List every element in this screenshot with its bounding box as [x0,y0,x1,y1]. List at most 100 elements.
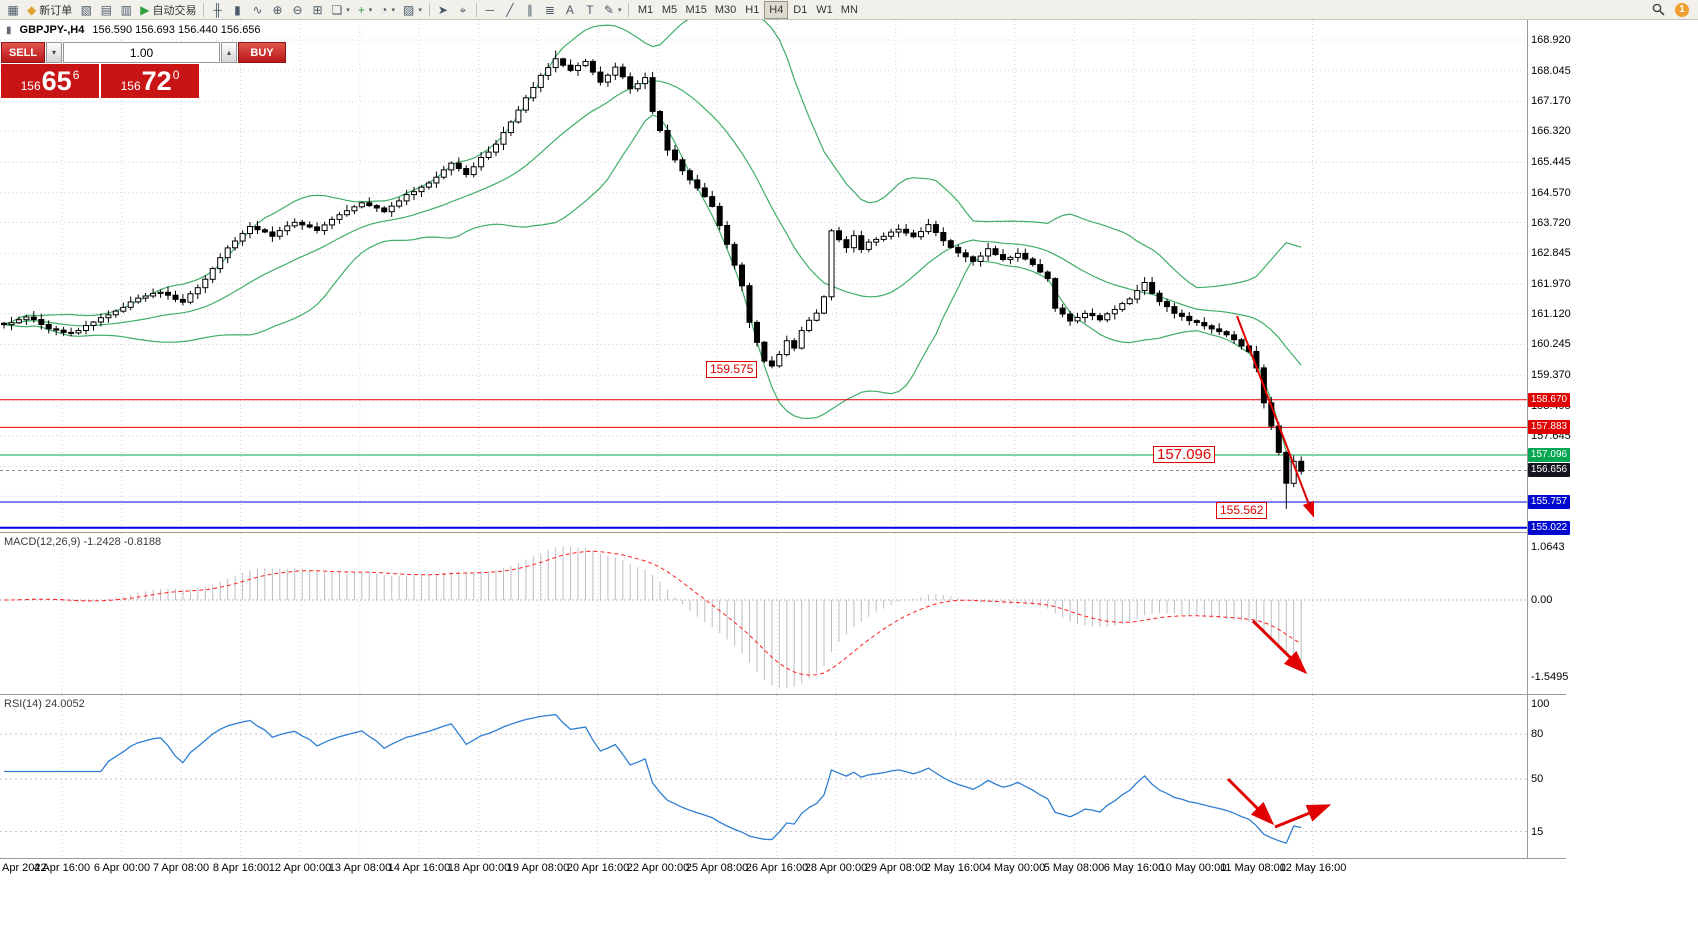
text-label-tool-icon: T [586,2,594,17]
ohlc-bars-mode-icon: ╫ [213,2,222,17]
horizontal-line-button[interactable]: ─ [480,1,500,19]
time-axis-label: 11 May 08:00 [1220,862,1286,874]
macd-axis-label: -1.5495 [1531,671,1569,683]
panel-separator[interactable] [0,694,1566,695]
price-chart-canvas[interactable] [0,20,1527,532]
arrange-windows-button[interactable]: ❏ ▾ [327,1,353,19]
time-axis-label: 4 Apr 16:00 [33,862,91,874]
chart-profiles-button[interactable]: ▧ [76,1,96,19]
notification-badge[interactable]: 1 [1675,2,1689,17]
timeframe-h1-button[interactable]: H1 [740,1,764,19]
candlestick-mode-icon: ▮ [234,2,241,17]
line-chart-mode-button[interactable]: ∿ [247,1,267,19]
trendline-icon: ╱ [506,2,514,17]
new-order-label: 新订单 [39,4,73,17]
dropdown-caret-icon: ▾ [391,6,396,14]
price-axis-label: 168.045 [1531,65,1571,77]
text-tool-icon: A [565,2,574,17]
timeframe-m5-button[interactable]: M5 [657,1,681,19]
chart-window: ▮ GBPJPY-,H4 156.590 156.693 156.440 156… [0,20,1698,945]
main-toolbar: ▦ ◆ 新订单 ▧ ▤ ▥ ▶ 自动交易 ╫ ▮ ∿ ⊕ ⊖ ⊞ ❏ ▾ + ▾ ◔ ▾ ▨ ▾ ➤ ⌖ ─ ╱ ∥ ≣ A T ✎ ▾ M1… [0,0,1698,20]
time-axis-label: 19 Apr 08:00 [506,862,570,874]
sell-price-big: 65 [41,65,72,96]
zoom-out-icon: ⊖ [292,2,303,17]
timeframe-m15-button[interactable]: M15 [681,1,710,19]
macd-panel-canvas[interactable] [0,533,1527,694]
new-chart-button[interactable]: ▦ [3,1,23,19]
market-watch-button[interactable]: ▤ [96,1,116,19]
ohlc-bars-mode-button[interactable]: ╫ [207,1,227,19]
shapes-button[interactable]: ✎ ▾ [600,1,626,19]
zoom-out-button[interactable]: ⊖ [287,1,307,19]
candlestick-mode-button[interactable]: ▮ [227,1,247,19]
navigator-icon: ▥ [120,2,132,17]
volume-decrement-button[interactable]: ▾ [46,42,62,63]
templates-button[interactable]: ▨ ▾ [399,1,426,19]
time-axis-label: 20 Apr 16:00 [566,862,630,874]
price-axis-label: 161.970 [1531,278,1571,290]
toolbar-separator [203,2,205,17]
cursor-button[interactable]: ➤ [433,1,453,19]
zoom-in-button[interactable]: ⊕ [267,1,287,19]
buy-button[interactable]: BUY [238,42,286,63]
macd-label: MACD(12,26,9) -1.2428 -0.8188 [4,536,162,548]
timeframe-m1-button[interactable]: M1 [633,1,657,19]
timeframe-mn-button[interactable]: MN [837,1,862,19]
rsi-panel-canvas[interactable] [0,695,1527,858]
indicators-button[interactable]: + ▾ [354,1,377,19]
search-button[interactable] [1648,1,1669,19]
price-axis-label: 161.120 [1531,308,1571,320]
autotrading-button[interactable]: ▶ 自动交易 [136,1,200,19]
text-tool-button[interactable]: A [560,1,580,19]
toolbar-separator [475,2,477,17]
timeframe-w1-button[interactable]: W1 [812,1,837,19]
macd-axis-label: 1.0643 [1531,541,1565,553]
symbol-info: ▮ GBPJPY-,H4 156.590 156.693 156.440 156… [6,24,261,36]
one-click-trading-widget: SELL ▾ ▴ BUY 156 65 6 156 72 0 [1,42,286,98]
price-annotation-label[interactable]: 159.575 [706,361,758,378]
timeframe-m30-button[interactable]: M30 [711,1,740,19]
rsi-axis-label: 100 [1531,698,1550,710]
autotrading-icon: ▶ [140,2,150,17]
sell-price-box[interactable]: 156 65 6 [1,64,99,98]
buy-price-box[interactable]: 156 72 0 [101,64,199,98]
tile-windows-button[interactable]: ⊞ [307,1,327,19]
time-axis-label: 13 Apr 08:00 [328,862,392,874]
panel-separator[interactable] [0,532,1566,533]
text-label-tool-button[interactable]: T [580,1,600,19]
toolbar-right: 1 [1648,1,1695,19]
periods-button[interactable]: ◔ ▾ [376,1,399,19]
sell-button[interactable]: SELL [1,42,45,63]
price-annotation-label[interactable]: 155.562 [1216,502,1268,519]
time-axis-label: Apr 2022 [2,862,47,874]
volume-increment-button[interactable]: ▴ [221,42,237,63]
toolbar-separator [628,2,630,17]
crosshair-button[interactable]: ⌖ [453,1,473,19]
fibonacci-retracement-button[interactable]: ≣ [540,1,560,19]
timeframe-h4-button[interactable]: H4 [764,0,789,19]
navigator-button[interactable]: ▥ [116,1,136,19]
new-order-icon: ◆ [27,2,37,17]
time-axis-label: 29 Apr 08:00 [864,862,928,874]
volume-input[interactable] [63,42,220,63]
buy-price-prefix: 156 [120,79,141,93]
trendline-button[interactable]: ╱ [500,1,520,19]
autotrading-label: 自动交易 [152,4,197,17]
price-annotation-label[interactable]: 157.096 [1153,446,1216,463]
timeframe-d1-button[interactable]: D1 [788,1,812,19]
time-axis[interactable]: Apr 2022 4 Apr 16:00 6 Apr 00:00 7 Apr 08:0… [0,861,1566,877]
toolbar-separator [428,2,430,17]
line-chart-mode-icon: ∿ [252,2,263,17]
price-axis[interactable]: 168.920 168.045 167.170 166.320 165.445 164.5… [1527,20,1698,876]
equidistant-channel-button[interactable]: ∥ [520,1,540,19]
time-axis-label: 28 Apr 00:00 [804,862,868,874]
dropdown-caret-icon: ▾ [418,6,422,14]
price-axis-label: 163.720 [1531,217,1571,229]
price-badge: 156.656 [1528,463,1570,477]
horizontal-line-icon: ─ [485,2,495,17]
time-axis-label: 25 Apr 08:00 [685,862,749,874]
rsi-axis-label: 50 [1531,773,1544,785]
panel-separator [0,858,1566,859]
new-order-button[interactable]: ◆ 新订单 [23,1,76,19]
